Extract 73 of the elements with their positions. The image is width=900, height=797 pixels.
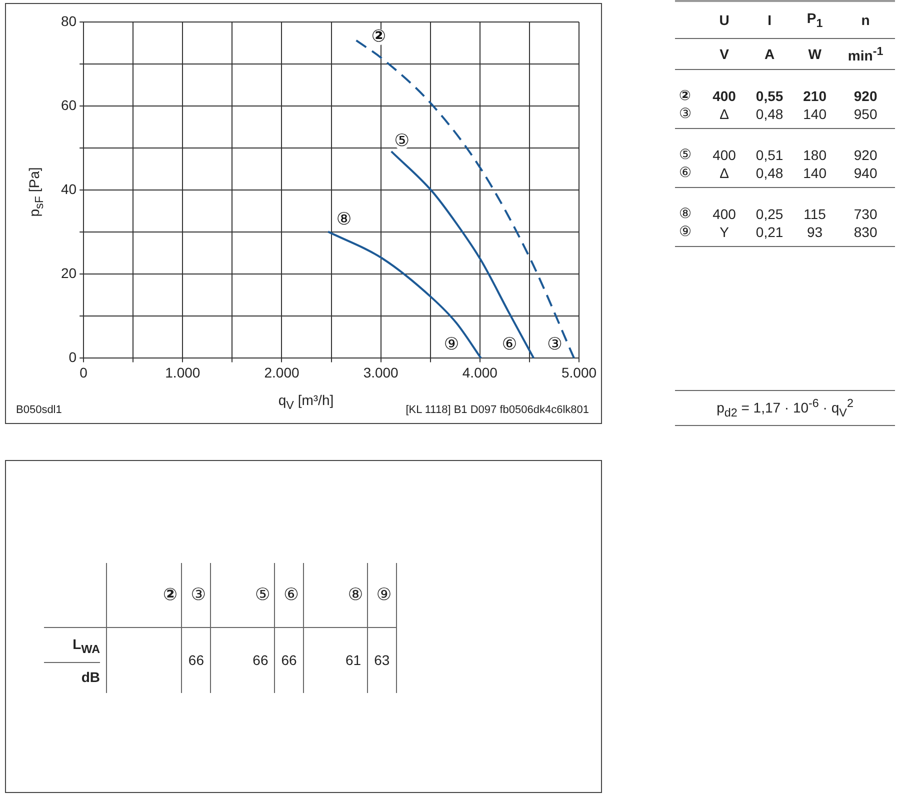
x-axis-title: q$_{V}$ [m³/h]	[278, 392, 334, 412]
x-tick-label: 3.000	[363, 364, 399, 380]
line-series	[327, 230, 482, 358]
annotation: ⑥	[502, 334, 518, 355]
annotation: ⑤	[394, 131, 410, 152]
text: 140	[803, 106, 826, 122]
annotation: ②	[372, 26, 386, 47]
text: 730	[854, 206, 878, 222]
annotation: ⑧	[336, 209, 352, 230]
text: 920	[854, 147, 878, 164]
category-label: ⑧	[679, 206, 692, 222]
text: 140	[803, 165, 826, 182]
category-label: ③	[182, 563, 210, 628]
y-tick-label: 80	[60, 12, 77, 29]
text: dB	[80, 668, 100, 687]
category-label: ⑤	[679, 147, 692, 164]
text: 210	[803, 88, 826, 104]
text: B050sdl1	[16, 404, 62, 416]
y-tick-label: 20	[60, 265, 77, 282]
text: 180	[803, 147, 826, 164]
y-tick-label: 40	[60, 180, 77, 197]
annotation: ③	[547, 334, 562, 355]
text: 0,51	[756, 147, 784, 164]
category-label: ③	[679, 106, 692, 122]
text: 0,48	[756, 165, 784, 182]
category-label: ②	[159, 563, 182, 628]
text: 0,55	[756, 88, 784, 104]
text: 830	[854, 224, 878, 240]
text: 63	[374, 652, 390, 668]
category-label: ⑥	[679, 165, 692, 182]
x-tick-label: 4.000	[462, 364, 498, 380]
text: 0,21	[756, 224, 784, 240]
text: 0,25	[756, 206, 784, 222]
text: 115	[804, 206, 826, 222]
text: 61	[345, 652, 362, 668]
text: W	[808, 46, 822, 62]
text: A	[764, 46, 775, 62]
text: Δ	[720, 165, 729, 182]
category-label: P$_{1}$	[806, 9, 824, 32]
text: Y	[720, 224, 729, 240]
text: 400	[712, 88, 736, 104]
text: V	[720, 46, 729, 62]
x-tick-label: 5.000	[561, 364, 597, 380]
text: 0,48	[756, 106, 784, 122]
annotation: ⑨	[444, 334, 460, 355]
text: 400	[712, 147, 736, 164]
text: [KL 1118] B1 D097 fb0506dk4c6lk801	[406, 404, 589, 416]
x-tick-label: 0	[80, 364, 88, 380]
x-tick-label: 2.000	[264, 364, 300, 380]
category-label: L$_{WA}$	[72, 636, 100, 656]
text: 66	[252, 652, 268, 668]
text: 940	[854, 165, 878, 182]
category-label: I	[766, 10, 772, 30]
text: 93	[807, 224, 823, 240]
text: 66	[281, 652, 297, 668]
category-label: ②	[679, 88, 691, 104]
text: 400	[712, 206, 736, 222]
y-tick-label: 0	[68, 349, 77, 366]
line-series	[390, 150, 535, 358]
y-tick-label: 60	[60, 96, 77, 113]
category-label: U	[718, 10, 730, 30]
text: Δ	[720, 106, 729, 122]
category-label: ⑤	[210, 563, 275, 628]
category-label: ⑨	[368, 563, 396, 628]
text: 950	[854, 106, 878, 122]
category-label: ⑨	[679, 224, 692, 240]
text: 66	[188, 652, 204, 668]
category-label: ⑧	[303, 563, 368, 628]
category-label: n	[860, 10, 871, 30]
x-tick-label: 1.000	[165, 364, 200, 380]
category-label: ⑥	[274, 563, 304, 628]
text: 920	[854, 88, 878, 104]
text: min$^{-1}$	[848, 44, 884, 64]
